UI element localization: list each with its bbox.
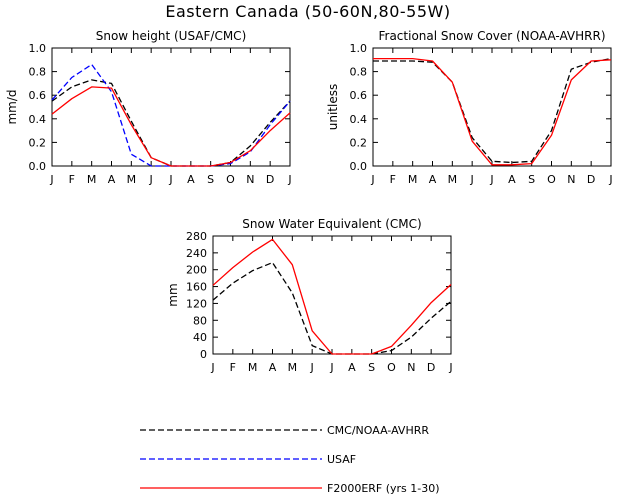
snow-cover-plot-frame [373,48,611,166]
swe-xtick-label: J [210,361,214,374]
snow-cover-xtick-label: J [608,173,612,186]
snow-cover-xtick-label: D [587,173,595,186]
figure-title: Eastern Canada (50-60N,80-55W) [165,2,450,21]
snow-height-xtick-label: M [127,173,137,186]
snow-height-xtick-label: O [226,173,235,186]
snow-height-series-usaf [52,65,290,167]
swe-xtick-label: A [269,361,277,374]
snow-cover-ylabel: unitless [326,84,340,130]
snow-cover-chart: Fractional Snow Cover (NOAA-AVHRR) unitle… [326,29,613,186]
legend-label-model: F2000ERF (yrs 1-30) [327,482,440,494]
swe-series-obs [213,263,451,354]
legend: CMC/NOAA-AVHRR USAF F2000ERF (yrs 1-30) [140,424,440,494]
snow-cover-ytick-label: 0.2 [350,136,368,149]
snow-height-series-obs [52,80,290,166]
swe-ytick-label: 120 [186,297,207,310]
snow-height-xtick-label: D [266,173,274,186]
snow-height-ytick-label: 0.4 [29,113,47,126]
snow-height-ytick-label: 1.0 [29,42,47,55]
swe-xtick-label: M [288,361,298,374]
snow-cover-ytick-label: 0.4 [350,113,368,126]
snow-height-series-model [52,87,290,166]
swe-chart: Snow Water Equivalent (CMC) mm 0 40 80 120 160… [166,217,453,374]
snow-height-xtick-label: J [49,173,53,186]
snow-height-xtick-label: J [149,173,153,186]
legend-label-usaf: USAF [327,453,356,466]
snow-height-xtick-label: N [246,173,254,186]
snow-cover-ytick-label: 0.0 [350,160,368,173]
swe-plot-frame [213,236,451,354]
swe-ylabel: mm [166,283,180,306]
snow-height-chart: Snow height (USAF/CMC) mm/d 0.0 0.2 0.4 0.6 0.… [5,29,292,186]
snow-cover-ytick-label: 1.0 [350,42,368,55]
swe-ytick-label: 80 [193,314,207,327]
snow-height-ytick-label: 0.6 [29,89,47,102]
snow-cover-xtick-label: A [429,173,437,186]
snow-cover-xtick-label: J [470,173,474,186]
snow-height-xtick-label: A [187,173,195,186]
snow-height-xtick-label: F [69,173,75,186]
snow-cover-xtick-label: M [448,173,458,186]
snow-cover-ytick-label: 0.8 [350,66,368,79]
swe-xtick-label: J [310,361,314,374]
legend-label-obs: CMC/NOAA-AVHRR [327,424,429,437]
swe-xtick-label: D [427,361,435,374]
snow-height-xtick-label: J [287,173,291,186]
swe-ytick-label: 40 [193,331,207,344]
swe-ytick-label: 160 [186,281,207,294]
snow-height-xtick-label: A [108,173,116,186]
snow-height-xtick-label: S [207,173,214,186]
swe-xtick-label: S [368,361,375,374]
swe-xtick-label: F [230,361,236,374]
snow-cover-series-model [373,59,611,165]
snow-height-xtick-label: M [87,173,97,186]
snow-height-ytick-label: 0.0 [29,160,47,173]
snow-cover-xtick-label: F [390,173,396,186]
snow-height-xtick-label: J [168,173,172,186]
snow-height-plot-frame [52,48,290,166]
swe-xtick-label: J [448,361,452,374]
snow-cover-xtick-label: A [508,173,516,186]
snow-height-ylabel: mm/d [5,89,19,124]
swe-ytick-label: 200 [186,264,207,277]
swe-ytick-label: 280 [186,230,207,243]
snow-cover-title: Fractional Snow Cover (NOAA-AVHRR) [378,29,605,43]
snow-cover-xtick-label: M [408,173,418,186]
snow-cover-xtick-label: J [370,173,374,186]
snow-cover-xtick-label: N [567,173,575,186]
snow-cover-series-obs [373,59,611,163]
snow-cover-ytick-label: 0.6 [350,89,368,102]
swe-xtick-label: M [248,361,258,374]
snow-height-ytick-label: 0.8 [29,66,47,79]
swe-ytick-label: 0 [200,348,207,361]
snow-cover-xtick-label: S [528,173,535,186]
snow-cover-xtick-label: O [547,173,556,186]
swe-xtick-label: N [407,361,415,374]
snow-cover-xtick-label: J [489,173,493,186]
swe-series-model [213,239,451,354]
swe-xtick-label: A [348,361,356,374]
swe-xtick-label: O [387,361,396,374]
snow-height-title: Snow height (USAF/CMC) [96,29,247,43]
snow-height-ytick-label: 0.2 [29,136,47,149]
swe-xtick-label: J [329,361,333,374]
swe-ytick-label: 240 [186,247,207,260]
swe-title: Snow Water Equivalent (CMC) [242,217,421,231]
